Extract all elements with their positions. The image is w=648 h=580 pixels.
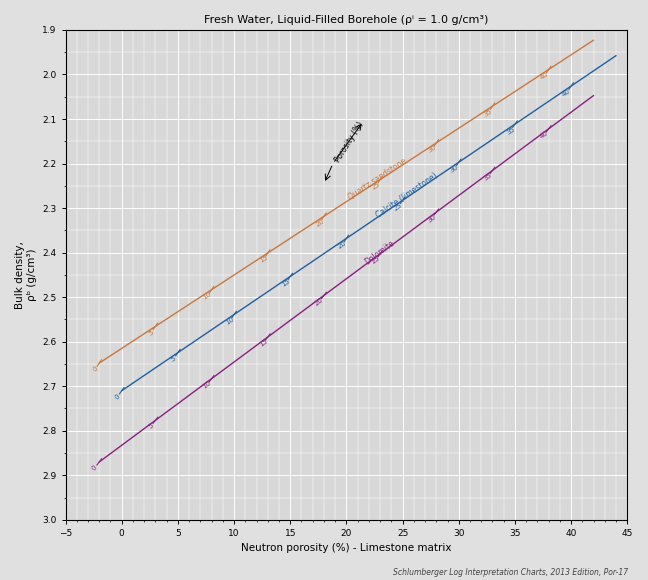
Text: 35: 35 <box>505 125 516 136</box>
Text: 15: 15 <box>281 278 291 288</box>
Text: 25: 25 <box>370 255 381 265</box>
Text: 30: 30 <box>426 144 437 154</box>
Text: 40: 40 <box>561 88 572 97</box>
Text: 25: 25 <box>393 202 404 212</box>
Text: 0: 0 <box>91 366 98 373</box>
Text: 30: 30 <box>449 164 459 173</box>
Text: Dolomite: Dolomite <box>364 238 397 266</box>
Text: 35: 35 <box>483 108 494 118</box>
Text: 10: 10 <box>202 291 213 301</box>
Text: 25: 25 <box>371 181 381 191</box>
Text: 10: 10 <box>202 380 213 390</box>
Text: Quartz sandstone: Quartz sandstone <box>347 157 408 202</box>
Text: 5: 5 <box>148 329 155 336</box>
Text: 20: 20 <box>314 296 325 307</box>
Text: Calcite (limestone): Calcite (limestone) <box>375 171 439 219</box>
Text: 30: 30 <box>426 213 437 223</box>
Text: 5: 5 <box>170 355 177 362</box>
Text: 35: 35 <box>482 172 493 182</box>
Y-axis label: Bulk density,
ρᵇ (g/cm³): Bulk density, ρᵇ (g/cm³) <box>15 241 36 309</box>
Text: 15: 15 <box>258 338 268 348</box>
Text: 20: 20 <box>336 240 347 249</box>
Text: 10: 10 <box>224 316 235 326</box>
Text: 40: 40 <box>539 71 550 81</box>
Text: Porosity (%): Porosity (%) <box>333 119 365 164</box>
Text: 15: 15 <box>258 255 269 264</box>
Text: 0: 0 <box>91 465 98 472</box>
Text: 0: 0 <box>114 393 121 401</box>
Text: 20: 20 <box>314 218 325 227</box>
Title: Fresh Water, Liquid-Filled Borehole (ρⁱ = 1.0 g/cm³): Fresh Water, Liquid-Filled Borehole (ρⁱ … <box>204 15 489 25</box>
Text: 5: 5 <box>147 423 154 430</box>
Text: 40: 40 <box>538 130 550 140</box>
X-axis label: Neutron porosity (%) - Limestone matrix: Neutron porosity (%) - Limestone matrix <box>241 543 452 553</box>
Text: Schlumberger Log Interpretation Charts, 2013 Edition, Por-17: Schlumberger Log Interpretation Charts, … <box>393 568 629 577</box>
